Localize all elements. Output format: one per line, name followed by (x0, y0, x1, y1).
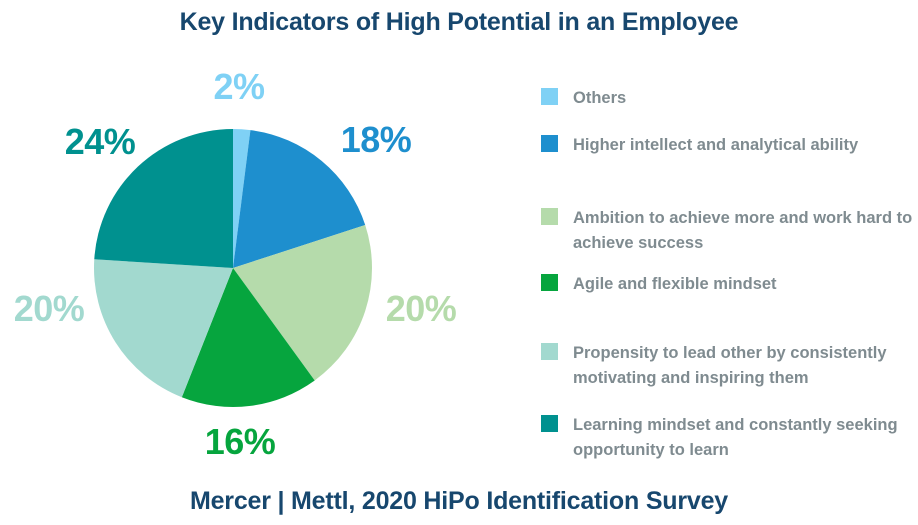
pie-slice-1 (233, 130, 366, 268)
legend-swatch-intellect-icon (541, 135, 558, 152)
legend-label: Higher intellect and analytical ability (573, 136, 859, 154)
legend-item-learning: Learning mindset and constantly seeking … (541, 413, 913, 463)
pie-percent-label-intellect: 18% (340, 119, 412, 160)
source-caption: Mercer | Mettl, 2020 HiPo Identification… (189, 487, 729, 515)
legend-label: Ambition to achieve more and work hard t… (573, 209, 913, 252)
legend-item-intellect: Higher intellect and analytical ability (541, 133, 913, 158)
pie-slice-3 (181, 268, 315, 407)
legend-swatch-ambition-icon (541, 208, 558, 225)
chart-title: Key Indicators of High Potential in an E… (179, 8, 739, 36)
legend-item-ambition: Ambition to achieve more and work hard t… (541, 206, 913, 256)
legend-label: Agile and flexible mindset (573, 275, 777, 293)
pie-percent-label-propensity: 20% (13, 288, 85, 329)
legend: Others Higher intellect and analytical a… (541, 0, 913, 470)
legend-swatch-propensity-icon (541, 343, 558, 360)
pie-chart (93, 129, 373, 407)
pie-slice-4 (93, 259, 233, 398)
legend-label: Learning mindset and constantly seeking … (573, 416, 898, 459)
pie-slice-5 (94, 129, 234, 268)
pie-percent-label-others: 2% (213, 66, 265, 107)
legend-item-agile: Agile and flexible mindset (541, 272, 913, 297)
pie-slice-2 (233, 225, 373, 381)
legend-item-propensity: Propensity to lead other by consistently… (541, 341, 913, 391)
legend-swatch-others-icon (541, 88, 558, 105)
pie-percent-label-learning: 24% (64, 121, 136, 162)
legend-label: Propensity to lead other by consistently… (573, 344, 887, 387)
legend-label: Others (573, 89, 627, 107)
pie-percent-label-ambition: 20% (385, 288, 457, 329)
legend-item-others: Others (541, 86, 913, 111)
legend-swatch-learning-icon (541, 415, 558, 432)
pie-percent-label-agile: 16% (204, 421, 276, 462)
pie-slice-0 (233, 129, 251, 268)
legend-swatch-agile-icon (541, 274, 558, 291)
